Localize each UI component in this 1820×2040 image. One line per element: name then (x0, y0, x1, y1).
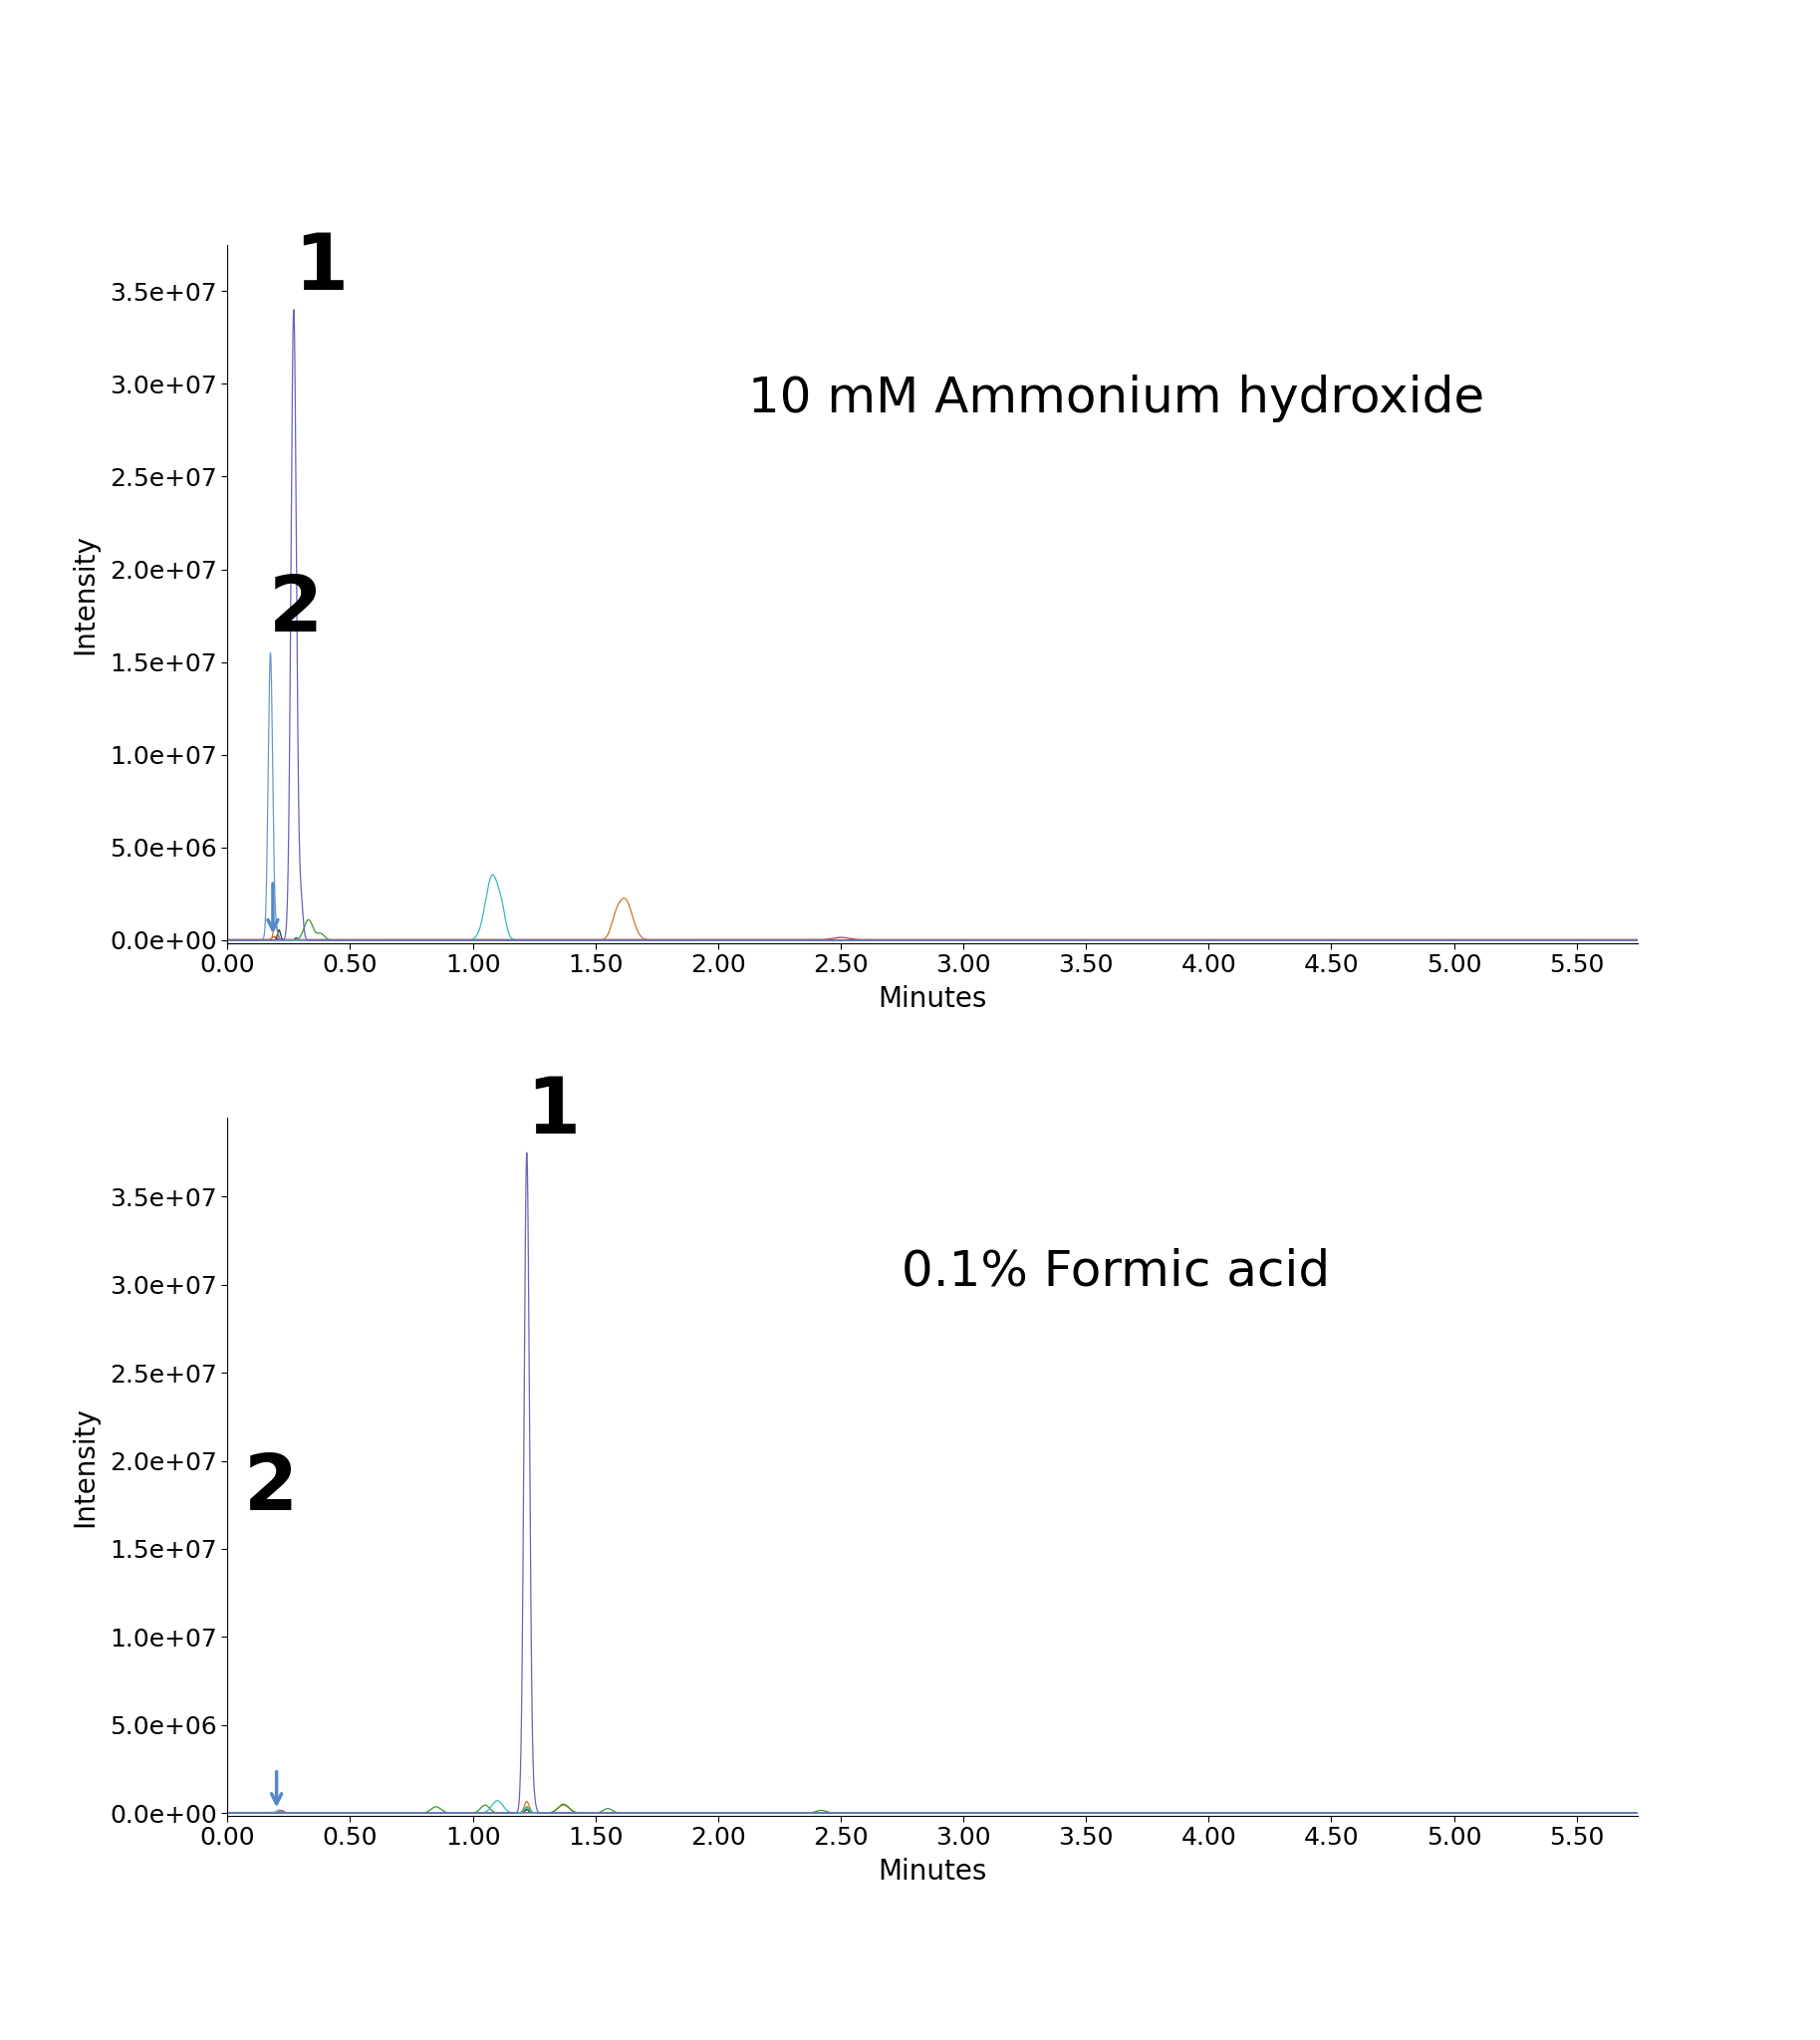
Text: 1: 1 (293, 231, 348, 306)
Y-axis label: Intensity: Intensity (71, 1406, 98, 1526)
X-axis label: Minutes: Minutes (879, 1858, 986, 1887)
Text: 10 mM Ammonium hydroxide: 10 mM Ammonium hydroxide (748, 375, 1485, 422)
Text: 2: 2 (269, 571, 324, 647)
X-axis label: Minutes: Minutes (879, 985, 986, 1014)
Y-axis label: Intensity: Intensity (71, 534, 98, 655)
Text: 1: 1 (526, 1073, 581, 1149)
Text: 2: 2 (244, 1450, 297, 1526)
Text: 0.1% Formic acid: 0.1% Formic acid (903, 1246, 1330, 1295)
